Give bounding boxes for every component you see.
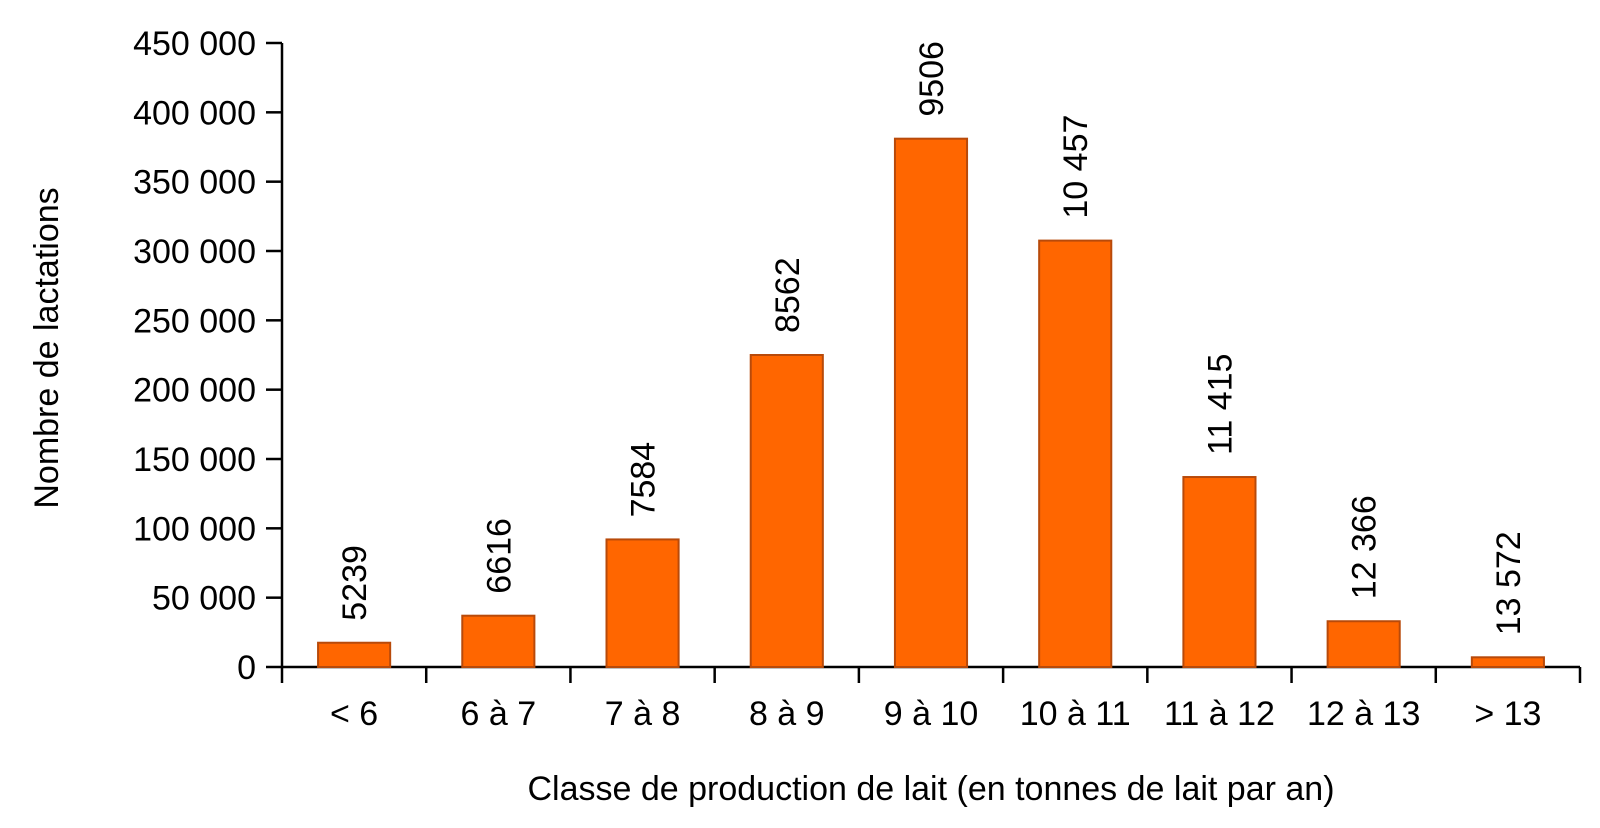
bar <box>1038 239 1113 668</box>
bar-data-labels: 5239 6616 7584 8562 9506 10 457 11 415 12 366 13… <box>336 41 1528 635</box>
x-tick-label: 7 à 8 <box>605 695 681 733</box>
x-tick-label: 9 à 10 <box>884 695 979 733</box>
bar <box>317 641 392 669</box>
x-tick-label: 11 à 12 <box>1164 695 1275 733</box>
bar <box>749 354 824 668</box>
bar <box>461 614 536 669</box>
x-tick-label: > 13 <box>1474 695 1541 733</box>
bar-data-label: 10 457 <box>1057 115 1095 219</box>
bar-data-label: 5239 <box>336 545 374 621</box>
x-tick-label: 6 à 7 <box>461 695 537 733</box>
x-tick-label: 12 à 13 <box>1307 695 1420 733</box>
y-axis-title: Nombre de lactations <box>28 187 66 508</box>
bar-data-label: 13 572 <box>1490 531 1528 635</box>
bar <box>1470 656 1545 669</box>
bar-data-label: 12 366 <box>1346 495 1384 599</box>
x-axis-title: Classe de production de lait (en tonnes … <box>527 770 1334 808</box>
y-tick-label: 350 000 <box>133 164 256 202</box>
y-tick-label: 400 000 <box>133 94 256 132</box>
y-tick-label: 300 000 <box>133 233 256 271</box>
bars <box>317 137 1545 669</box>
bar <box>605 538 680 669</box>
x-tick-label: 8 à 9 <box>749 695 825 733</box>
bar-data-label: 8562 <box>769 257 807 333</box>
y-tick-label: 100 000 <box>133 510 256 548</box>
y-axis: 0 50 000 100 000 150 000 200 000 250 000 300 0… <box>133 25 284 687</box>
x-tick-label: 10 à 11 <box>1020 695 1131 733</box>
bar-data-label: 7584 <box>625 442 663 518</box>
bar-data-label: 9506 <box>913 41 951 117</box>
x-tick-label: < 6 <box>330 695 378 733</box>
y-tick-label: 150 000 <box>133 441 256 479</box>
y-tick-label: 0 <box>237 649 256 687</box>
bar-data-label: 6616 <box>480 518 518 594</box>
bar <box>893 137 969 668</box>
y-tick-label: 450 000 <box>133 25 256 63</box>
bar <box>1326 620 1401 668</box>
y-tick-label: 200 000 <box>133 372 256 410</box>
y-tick-label: 250 000 <box>133 302 256 340</box>
bar-data-label: 11 415 <box>1201 354 1239 455</box>
x-axis: < 6 6 à 7 7 à 8 8 à 9 9 à 10 10 à 11 11 à 12 12… <box>280 665 1582 733</box>
y-tick-label: 50 000 <box>152 580 256 618</box>
bar <box>1182 476 1257 668</box>
